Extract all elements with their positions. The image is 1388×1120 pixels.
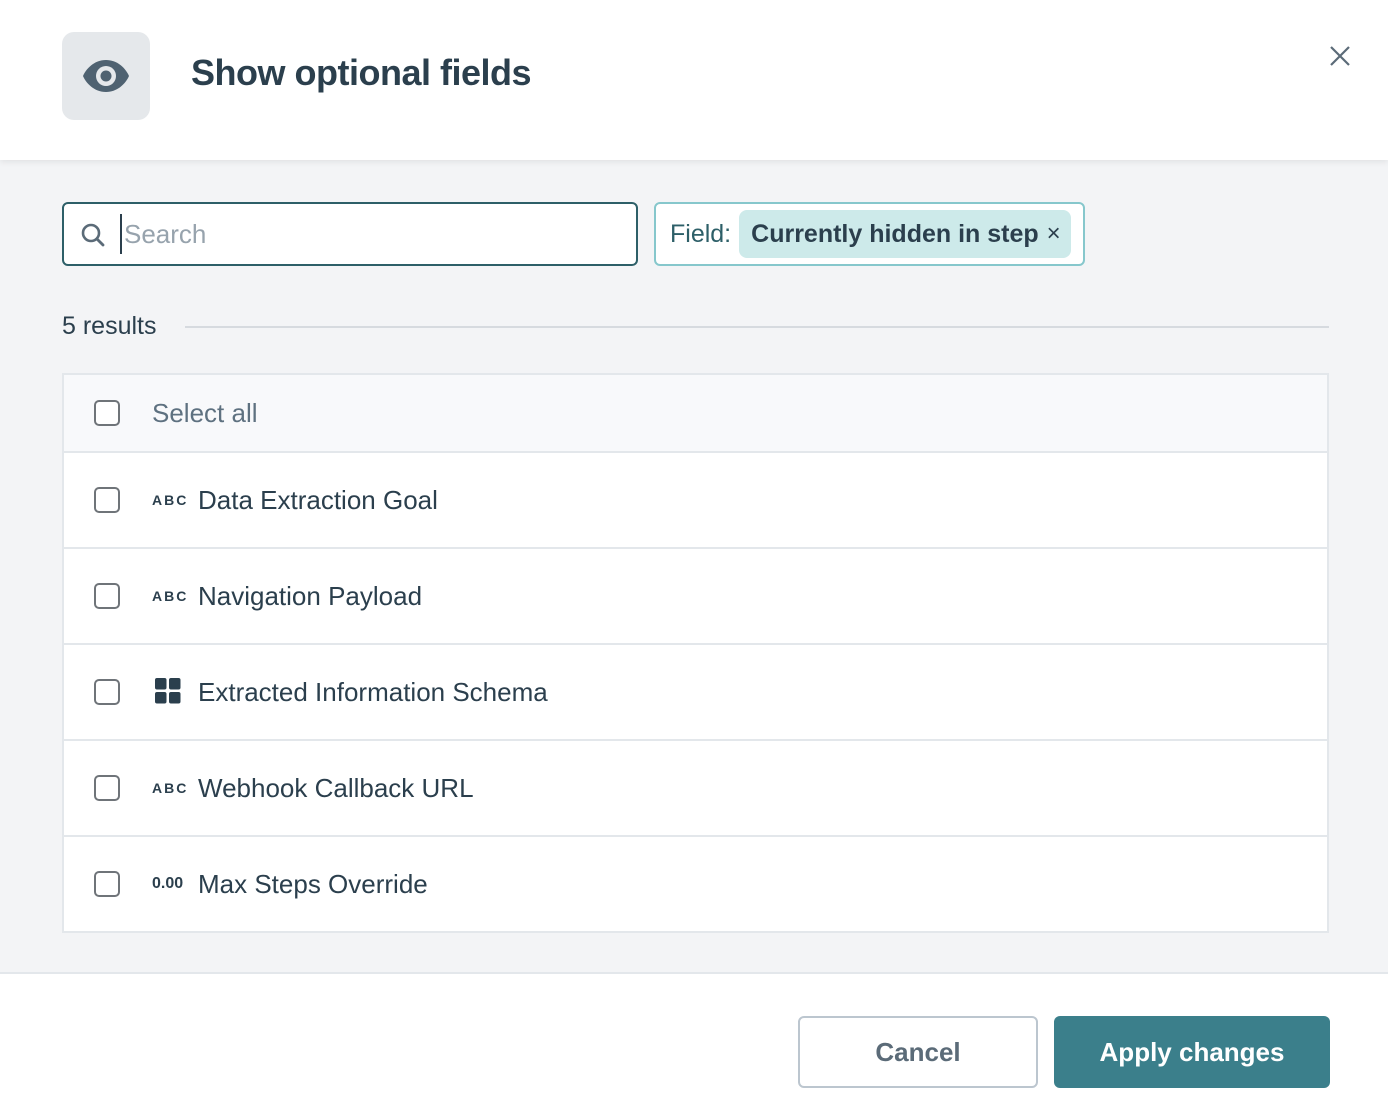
item-checkbox[interactable] <box>94 871 120 897</box>
item-checkbox[interactable] <box>94 775 120 801</box>
dialog-footer: Cancel Apply changes <box>0 972 1388 1120</box>
item-checkbox[interactable] <box>94 487 120 513</box>
item-checkbox[interactable] <box>94 679 120 705</box>
list-item[interactable]: Extracted Information Schema <box>64 643 1327 739</box>
text-type-icon: ABC <box>152 588 189 604</box>
item-label: Extracted Information Schema <box>198 676 548 707</box>
search-input[interactable] <box>120 214 620 254</box>
eye-icon <box>62 32 150 120</box>
number-type-icon: 0.00 <box>152 875 184 892</box>
dialog-header: Show optional fields <box>0 0 1388 160</box>
results-count: 5 results <box>62 312 157 340</box>
item-label: Data Extraction Goal <box>198 484 438 515</box>
list-item[interactable]: ABC Data Extraction Goal <box>64 451 1327 547</box>
cancel-button[interactable]: Cancel <box>798 1016 1038 1088</box>
list-item[interactable]: ABC Webhook Callback URL <box>64 739 1327 835</box>
select-all-label: Select all <box>152 397 258 428</box>
item-label: Navigation Payload <box>198 580 423 611</box>
select-all-checkbox[interactable] <box>94 400 120 426</box>
dialog-title: Show optional fields <box>191 52 532 93</box>
divider <box>185 326 1329 328</box>
chip-remove-icon[interactable]: × <box>1046 220 1061 247</box>
grid-icon <box>152 677 188 707</box>
item-label: Max Steps Override <box>198 868 428 899</box>
item-checkbox[interactable] <box>94 583 120 609</box>
search-field[interactable] <box>62 202 638 266</box>
close-icon[interactable] <box>1324 40 1356 72</box>
filter-label: Field: <box>670 219 732 248</box>
apply-changes-button[interactable]: Apply changes <box>1054 1016 1330 1088</box>
list-item[interactable]: 0.00 Max Steps Override <box>64 835 1327 931</box>
filter-chip-label: Currently hidden in step <box>751 219 1039 248</box>
dialog-body: Field: Currently hidden in step × 5 resu… <box>0 160 1388 972</box>
search-icon <box>81 223 105 247</box>
select-all-row[interactable]: Select all <box>64 375 1327 451</box>
item-label: Webhook Callback URL <box>198 772 474 803</box>
field-filter[interactable]: Field: Currently hidden in step × <box>654 202 1085 266</box>
list-item[interactable]: ABC Navigation Payload <box>64 547 1327 643</box>
field-list: Select all ABC Data Extraction Goal ABC … <box>62 373 1329 933</box>
text-type-icon: ABC <box>152 492 189 508</box>
filter-chip[interactable]: Currently hidden in step × <box>739 210 1071 258</box>
text-type-icon: ABC <box>152 780 189 796</box>
